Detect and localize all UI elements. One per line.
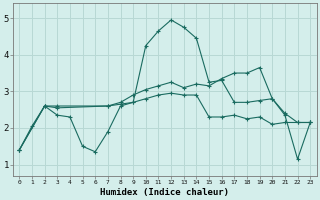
X-axis label: Humidex (Indice chaleur): Humidex (Indice chaleur) bbox=[100, 188, 229, 197]
